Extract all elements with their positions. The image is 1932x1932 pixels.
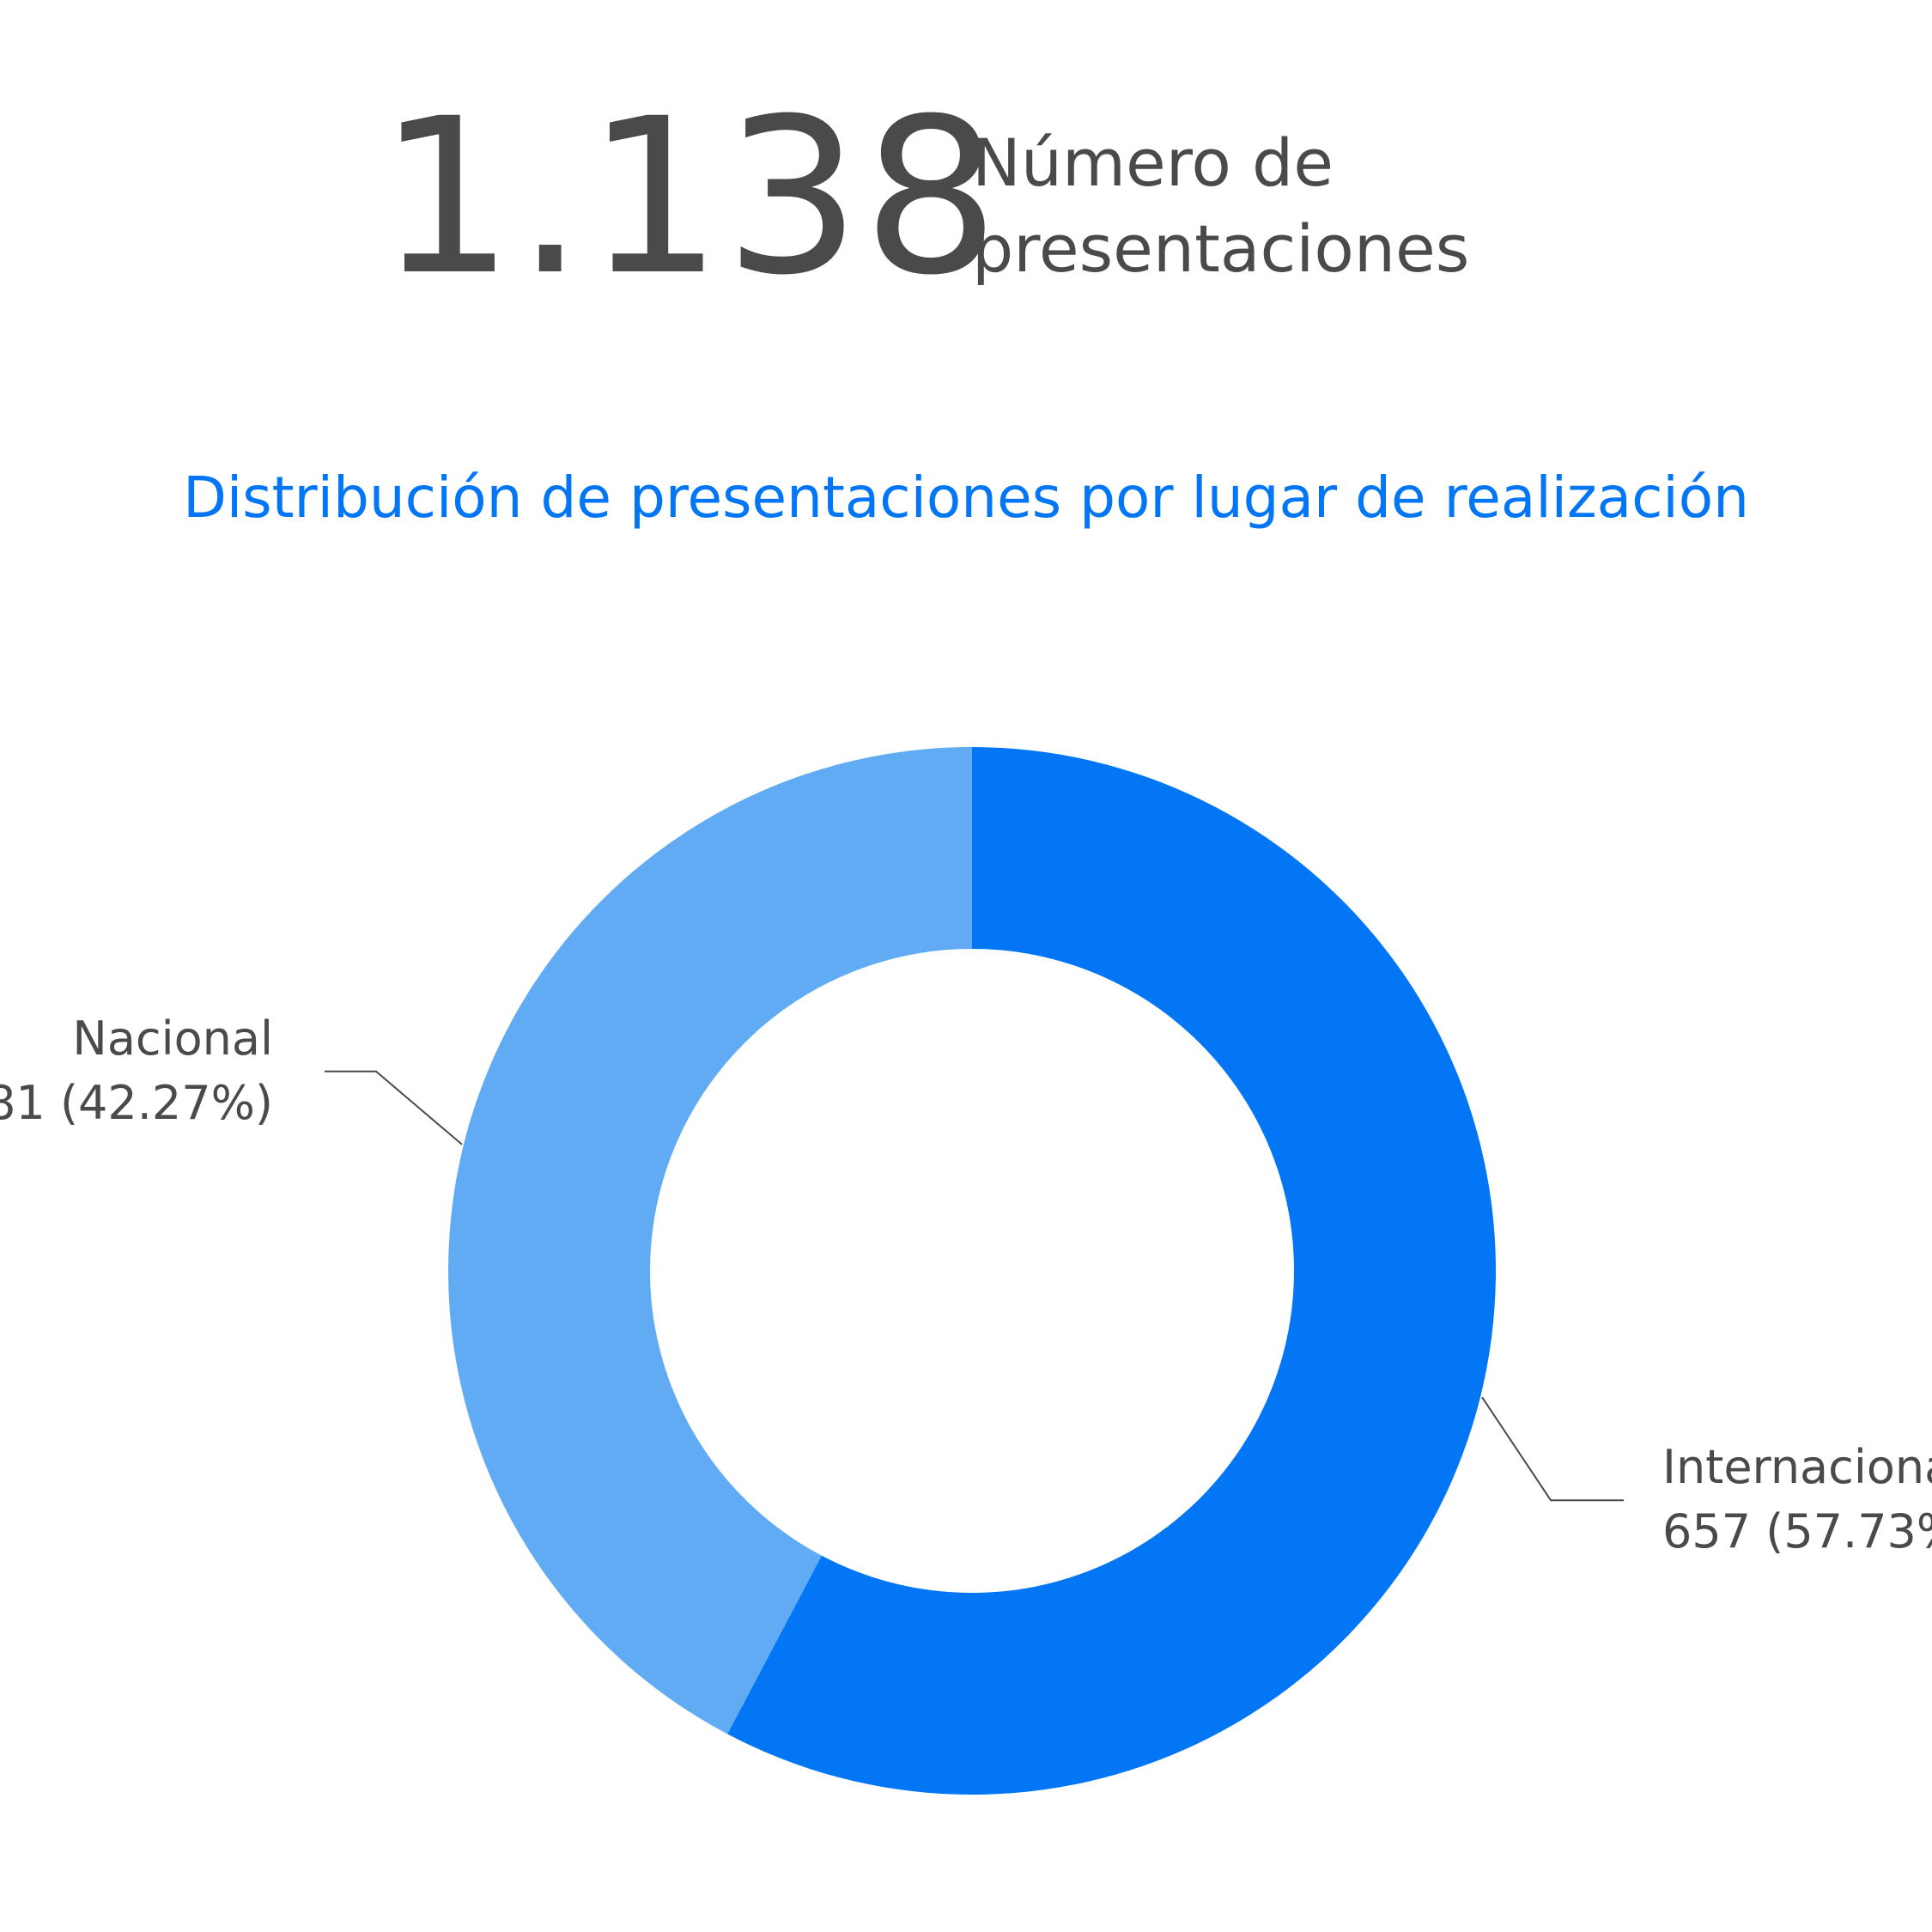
slice-label-name-nacional: Nacional — [72, 1012, 273, 1066]
slice-label-value-nacional: 481 (42.27%) — [0, 1076, 273, 1130]
chart-title: Distribución de presentaciones por lugar… — [183, 465, 1749, 531]
slice-label-name-internacional: Internacional — [1662, 1440, 1932, 1494]
kpi-label-line2: presentaciones — [972, 210, 1470, 287]
kpi-label-line1: Número de — [972, 125, 1334, 201]
slice-nacional — [447, 747, 972, 1735]
leader-line-internacional — [1481, 1396, 1625, 1502]
kpi-label: Número de presentaciones — [972, 120, 1573, 292]
donut-slices — [447, 747, 1496, 1795]
slice-internacional — [727, 747, 1496, 1795]
slice-labels: Internacional 657 (57.73%) Nacional 481 (42… — [0, 1012, 1932, 1558]
slice-label-value-internacional: 657 (57.73%) — [1662, 1504, 1932, 1558]
leader-line-nacional — [324, 1070, 463, 1145]
leader-lines — [324, 1070, 1625, 1502]
